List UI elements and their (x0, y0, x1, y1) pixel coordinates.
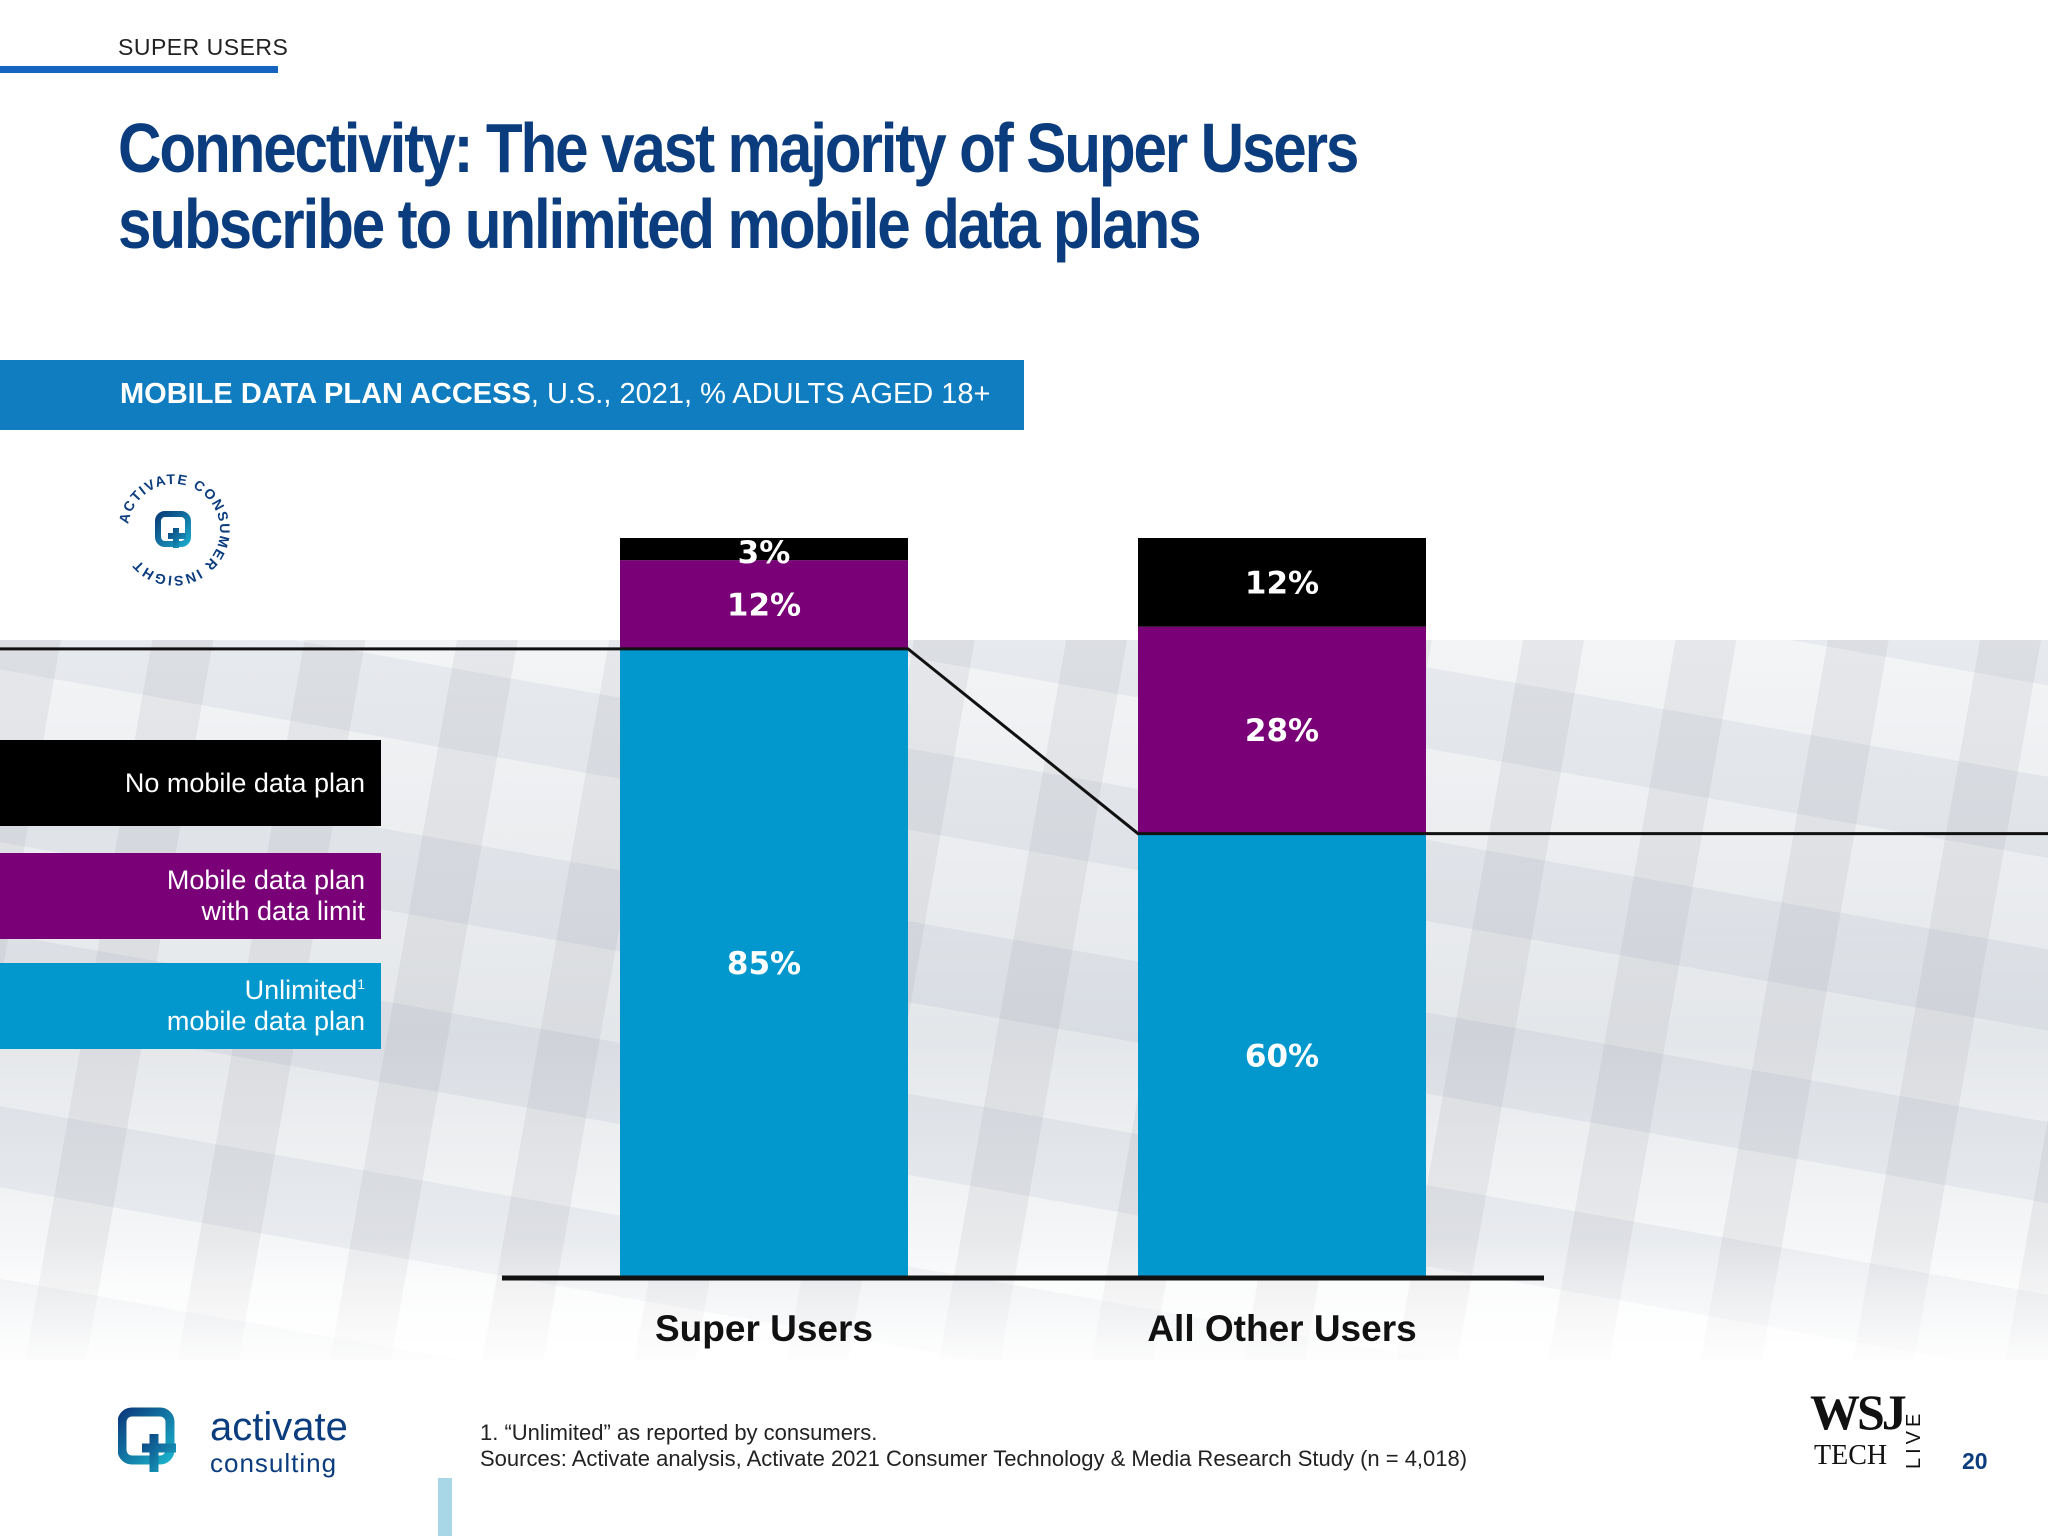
footnote-marker: 1 (357, 976, 365, 992)
data-label-all-other-users-unlimited-mobile-data-plan: 60% (1245, 1038, 1319, 1074)
legend-label-unlimited-text: Unlimited (244, 975, 358, 1005)
footnote-line-1: 1. “Unlimited” as reported by consumers. (480, 1420, 878, 1445)
legend-item-limited: Mobile data plan with data limit (0, 853, 381, 939)
data-label-super-users-unlimited-mobile-data-plan: 85% (727, 946, 801, 982)
chart-subtitle-bar (0, 360, 1024, 430)
footnote-line-2: Sources: Activate analysis, Activate 202… (480, 1446, 1468, 1471)
legend-label-none: No mobile data plan (124, 767, 365, 798)
bar-super-users-no-mobile-data-plan (620, 538, 908, 561)
live-text: LIVE (1903, 1410, 1925, 1469)
section-underline (0, 66, 278, 73)
consumer-insight-badge-icon: ACTIVATE CONSUMER INSIGHT (115, 471, 231, 589)
background-fade (0, 1240, 2048, 1380)
chart-subtitle: MOBILE DATA PLAN ACCESS, U.S., 2021, % A… (120, 378, 991, 411)
bar-super-users-mobile-data-plan-with-data-limit (620, 560, 908, 649)
page-title: Connectivity: The vast majority of Super… (118, 109, 1359, 263)
tech-text: TECH (1814, 1440, 1887, 1471)
bar-super-users-unlimited-mobile-data-plan (620, 648, 908, 1277)
data-label-all-other-users-mobile-data-plan-with-data-limit: 28% (1245, 713, 1319, 749)
data-label-super-users-no-mobile-data-plan: 3% (738, 535, 791, 571)
wsj-tech-live-logo: WSJ TECH LIVE (1810, 1385, 1925, 1471)
legend-label-unlimited-1: Unlimited1 (245, 975, 365, 1006)
legend-label-limited-2: with data limit (201, 896, 365, 926)
page-number: 20 (1962, 1448, 1988, 1474)
legend-label-unlimited-2: mobile data plan (166, 1006, 365, 1036)
footnote: 1. “Unlimited” as reported by consumers.… (480, 1420, 1467, 1472)
chart-subtitle-bold: MOBILE DATA PLAN ACCESS (120, 378, 531, 410)
category-label-all-other-users: All Other Users (1147, 1308, 1417, 1349)
bar-all-other-users-no-mobile-data-plan (1138, 538, 1426, 627)
chart-subtitle-rest: , U.S., 2021, % ADULTS AGED 18+ (530, 378, 991, 410)
activate-consulting-logo: activate consulting (118, 1405, 348, 1478)
section-tag: SUPER USERS (118, 34, 289, 60)
legend-item-none: No mobile data plan (0, 740, 381, 826)
unlimited-connector-line (0, 647, 2048, 836)
data-label-super-users-mobile-data-plan-with-data-limit: 12% (727, 588, 801, 624)
bar-all-other-users-unlimited-mobile-data-plan (1138, 833, 1426, 1277)
logo-sub-text: consulting (210, 1448, 337, 1478)
legend-label-limited-1: Mobile data plan (166, 865, 365, 895)
data-label-all-other-users-no-mobile-data-plan: 12% (1245, 565, 1319, 601)
bar-all-other-users-mobile-data-plan-with-data-limit (1138, 626, 1426, 834)
legend-item-unlimited: Unlimited1 mobile data plan (0, 963, 381, 1049)
footer-accent-bar (438, 1478, 452, 1536)
wsj-text: WSJ (1810, 1385, 1906, 1440)
logo-main-text: activate (210, 1405, 348, 1449)
category-label-super-users: Super Users (655, 1308, 873, 1349)
